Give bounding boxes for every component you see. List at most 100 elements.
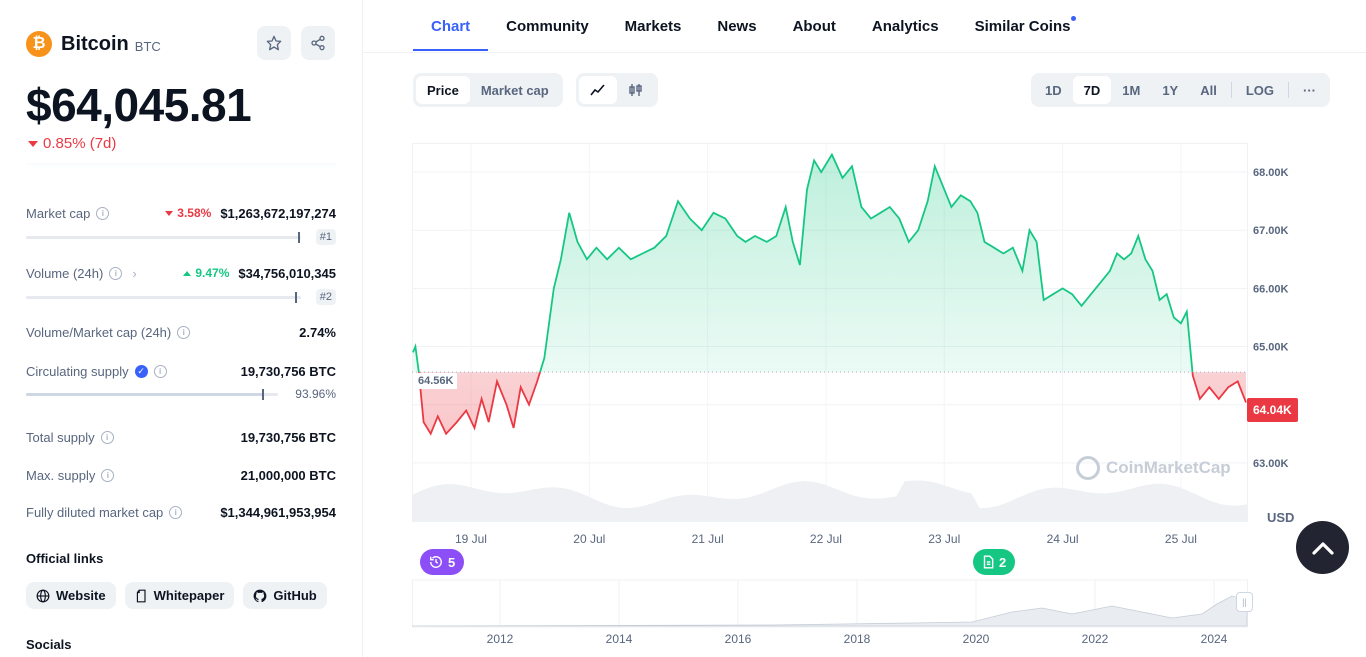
chevron-right-icon[interactable]: ›: [132, 265, 137, 281]
price-change-7d: 0.85% (7d): [28, 135, 116, 152]
stat-label: Circulating supply: [26, 363, 129, 379]
coin-name: Bitcoin: [61, 32, 129, 55]
price-area-down: [418, 372, 1246, 434]
coin-price: $64,045.81: [26, 79, 252, 131]
tab-community[interactable]: Community: [506, 17, 589, 35]
market-cap-rank: #1: [315, 229, 336, 245]
supply-marker: [261, 388, 264, 400]
info-icon[interactable]: i: [177, 325, 191, 339]
link-label: GitHub: [273, 588, 317, 603]
range-7d[interactable]: 7D: [1072, 76, 1112, 104]
range-1d[interactable]: 1D: [1045, 82, 1062, 98]
volume-change-value: 9.47%: [195, 266, 230, 280]
volume-area: [412, 480, 1247, 521]
triangle-down-icon: [165, 210, 174, 216]
tab-analytics[interactable]: Analytics: [871, 17, 939, 35]
volume-rank-bar: [26, 291, 301, 303]
news-badge[interactable]: 2: [973, 549, 1016, 575]
fdv-value: $1,344,961,953,954: [220, 504, 336, 520]
x-tick-label: 19 Jul: [455, 532, 487, 546]
candlestick-button[interactable]: [617, 76, 655, 104]
document-icon: [983, 555, 994, 569]
triangle-down-icon: [28, 140, 38, 147]
stat-label: Max. supply: [26, 467, 96, 483]
log-scale-toggle[interactable]: LOG: [1245, 82, 1275, 98]
share-icon: [311, 35, 325, 51]
toolbar-separator: [1230, 82, 1232, 98]
max-supply-value: 21,000,000 BTC: [240, 467, 336, 483]
x-tick-label: 23 Jul: [928, 532, 960, 546]
link-label: Whitepaper: [153, 588, 225, 603]
info-icon[interactable]: i: [109, 266, 123, 280]
circulating-value: 19,730,756 BTC: [240, 363, 336, 379]
tab-chart[interactable]: Chart: [413, 0, 489, 52]
y-tick-label: 67.00K: [1253, 225, 1289, 237]
chart-metric-toggle: Price Market cap: [413, 73, 563, 107]
whitepaper-link[interactable]: Whitepaper: [124, 582, 235, 609]
x-tick-label: 24 Jul: [1047, 532, 1079, 546]
stat-fdv: Fully diluted market cap i $1,344,961,953…: [26, 502, 336, 522]
events-count: 5: [448, 554, 456, 570]
market-cap-change-value: 3.58%: [177, 206, 212, 220]
market-cap-value: $1,263,672,197,274: [220, 205, 336, 221]
stat-label: Market cap: [26, 205, 91, 221]
website-link[interactable]: Website: [26, 582, 116, 609]
price-toggle[interactable]: Price: [416, 76, 470, 104]
chart-style-toggle: [576, 73, 658, 107]
chevron-up-icon: [1311, 541, 1334, 555]
scroll-to-top-button[interactable]: [1296, 521, 1349, 574]
tab-news[interactable]: News: [717, 17, 757, 35]
news-count: 2: [999, 554, 1007, 570]
y-tick-label: 68.00K: [1253, 167, 1289, 179]
official-links-title: Official links: [26, 551, 104, 566]
y-tick-label: 63.00K: [1253, 458, 1289, 470]
watermark-text: CoinMarketCap: [1106, 458, 1231, 477]
more-options-button[interactable]: ···: [1303, 82, 1317, 98]
range-slider-handle[interactable]: ||: [1236, 592, 1253, 612]
info-icon[interactable]: i: [169, 505, 183, 519]
market-cap-rank-bar: [26, 231, 301, 243]
tab-markets[interactable]: Markets: [624, 17, 682, 35]
toolbar-separator: [1288, 82, 1290, 98]
history-clock-icon: [430, 556, 442, 568]
open-price-label: 64.56K: [414, 373, 458, 389]
line-chart-button[interactable]: [579, 76, 617, 104]
candlestick-icon: [629, 84, 642, 96]
share-button[interactable]: [301, 26, 335, 60]
stat-volume-market-cap: Volume/Market cap (24h) i 2.74%: [26, 322, 336, 342]
tab-about[interactable]: About: [792, 17, 836, 35]
info-icon[interactable]: i: [96, 206, 110, 220]
tab-label: Similar Coins: [974, 17, 1071, 35]
rank-marker: [298, 231, 300, 243]
info-icon[interactable]: i: [101, 468, 115, 482]
link-label: Website: [56, 588, 106, 603]
tab-similar-coins[interactable]: Similar Coins: [957, 0, 1089, 52]
x-tick-label: 25 Jul: [1165, 532, 1197, 546]
price-change-value: 0.85% (7d): [43, 135, 117, 152]
stat-circulating-supply: Circulating supply ✓ i 19,730,756 BTC 93.9…: [26, 361, 336, 401]
stat-label: Total supply: [26, 429, 95, 445]
range-1y[interactable]: 1Y: [1162, 82, 1179, 98]
coinmarketcap-logo-icon: [1076, 456, 1100, 480]
github-link[interactable]: GitHub: [243, 582, 327, 609]
info-icon[interactable]: i: [100, 430, 114, 444]
x-tick-label: 20 Jul: [573, 532, 605, 546]
coinmarketcap-watermark: CoinMarketCap: [1076, 456, 1231, 480]
tab-divider: [363, 52, 1366, 53]
y-tick-label: 65.00K: [1253, 342, 1289, 354]
range-1m[interactable]: 1M: [1122, 82, 1141, 98]
socials-title: Socials: [26, 637, 72, 652]
range-all[interactable]: All: [1200, 82, 1217, 98]
info-icon[interactable]: i: [153, 364, 167, 378]
events-badge[interactable]: 5: [420, 549, 465, 575]
supply-progress-fill: [26, 392, 263, 396]
divider: [26, 163, 336, 168]
market-cap-toggle[interactable]: Market cap: [480, 82, 549, 98]
document-icon: [136, 589, 146, 602]
watchlist-star-button[interactable]: [257, 26, 291, 60]
official-links: Website Whitepaper GitHub: [26, 582, 327, 609]
volume-rank: #2: [315, 289, 336, 305]
overview-year-label: 2012: [487, 632, 514, 646]
